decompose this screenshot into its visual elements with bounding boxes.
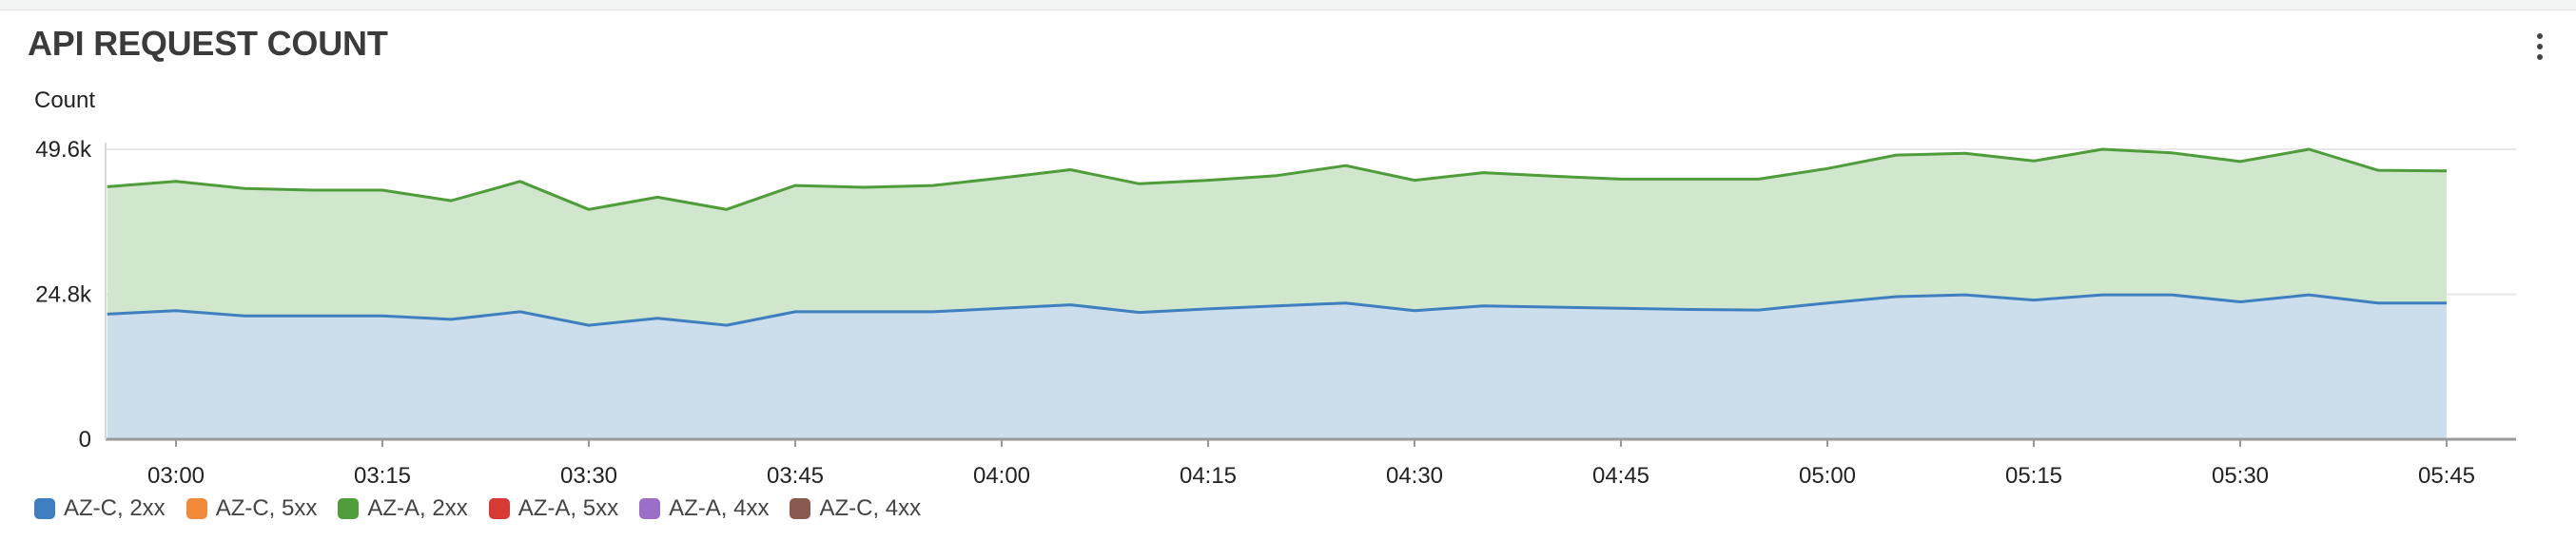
- legend-label: AZ-A, 4xx: [669, 495, 770, 521]
- vertical-ellipsis-icon[interactable]: [2528, 28, 2551, 66]
- chart-legend: AZ-C, 2xx AZ-C, 5xx AZ-A, 2xx AZ-A, 5xx AZ-A…: [34, 495, 942, 522]
- legend-swatch: [790, 498, 811, 519]
- legend-item[interactable]: AZ-A, 5xx: [488, 495, 619, 522]
- x-tick-label: 05:30: [2212, 463, 2269, 489]
- y-tick-label: 49.6k: [35, 137, 92, 163]
- x-tick-label: 03:45: [767, 463, 824, 489]
- series-line-az-a-2xx[interactable]: [107, 147, 2448, 211]
- legend-label: AZ-C, 5xx: [215, 495, 318, 521]
- y-axis-ticks: 0 24.8k 49.6k: [35, 137, 92, 453]
- x-tick-label: 05:45: [2418, 463, 2475, 489]
- y-tick-label: 0: [79, 427, 91, 453]
- legend-label: AZ-C, 2xx: [64, 495, 166, 521]
- legend-label: AZ-A, 2xx: [367, 495, 468, 521]
- y-axis-label: Count: [34, 87, 95, 113]
- legend-item[interactable]: AZ-A, 4xx: [639, 495, 769, 522]
- axes: [105, 143, 2516, 441]
- legend-swatch: [185, 498, 207, 519]
- menu-dot: [2537, 44, 2543, 49]
- x-tick-label: 04:45: [1592, 463, 1649, 489]
- legend-swatch: [34, 498, 55, 519]
- legend-label: AZ-A, 5xx: [517, 495, 619, 521]
- legend-item[interactable]: AZ-C, 5xx: [185, 495, 318, 522]
- legend-item[interactable]: AZ-A, 2xx: [338, 495, 468, 522]
- x-tick-label: 03:00: [147, 463, 205, 489]
- legend-label: AZ-C, 4xx: [819, 495, 922, 521]
- legend-item[interactable]: AZ-C, 2xx: [34, 495, 166, 522]
- legend-swatch: [488, 498, 510, 519]
- series-area-az-c-2xx: [107, 295, 2448, 439]
- series-lines: [107, 147, 2448, 327]
- series-line-az-c-2xx[interactable]: [107, 293, 2447, 327]
- series-areas: [107, 149, 2448, 439]
- x-tick-label: 04:00: [973, 463, 1030, 489]
- x-tick-label: 04:15: [1180, 463, 1237, 489]
- legend-swatch: [639, 498, 661, 519]
- x-tick-label: 03:30: [560, 463, 617, 489]
- x-axis-ticks: 03:00 03:15 03:30 03:45 04:00 04:15 04:30 04:45…: [147, 439, 2475, 489]
- series-area-az-a-2xx: [107, 149, 2448, 326]
- legend-item[interactable]: AZ-C, 4xx: [790, 495, 921, 522]
- y-tick-label: 24.8k: [35, 282, 92, 308]
- menu-dot: [2537, 54, 2543, 60]
- legend-swatch: [338, 498, 360, 519]
- widget-title: API REQUEST COUNT: [28, 24, 388, 63]
- x-tick-label: 05:15: [2005, 463, 2062, 489]
- x-tick-label: 03:15: [354, 463, 411, 489]
- x-tick-label: 04:30: [1386, 463, 1443, 489]
- x-tick-label: 05:00: [1799, 463, 1856, 489]
- menu-dot: [2537, 33, 2543, 39]
